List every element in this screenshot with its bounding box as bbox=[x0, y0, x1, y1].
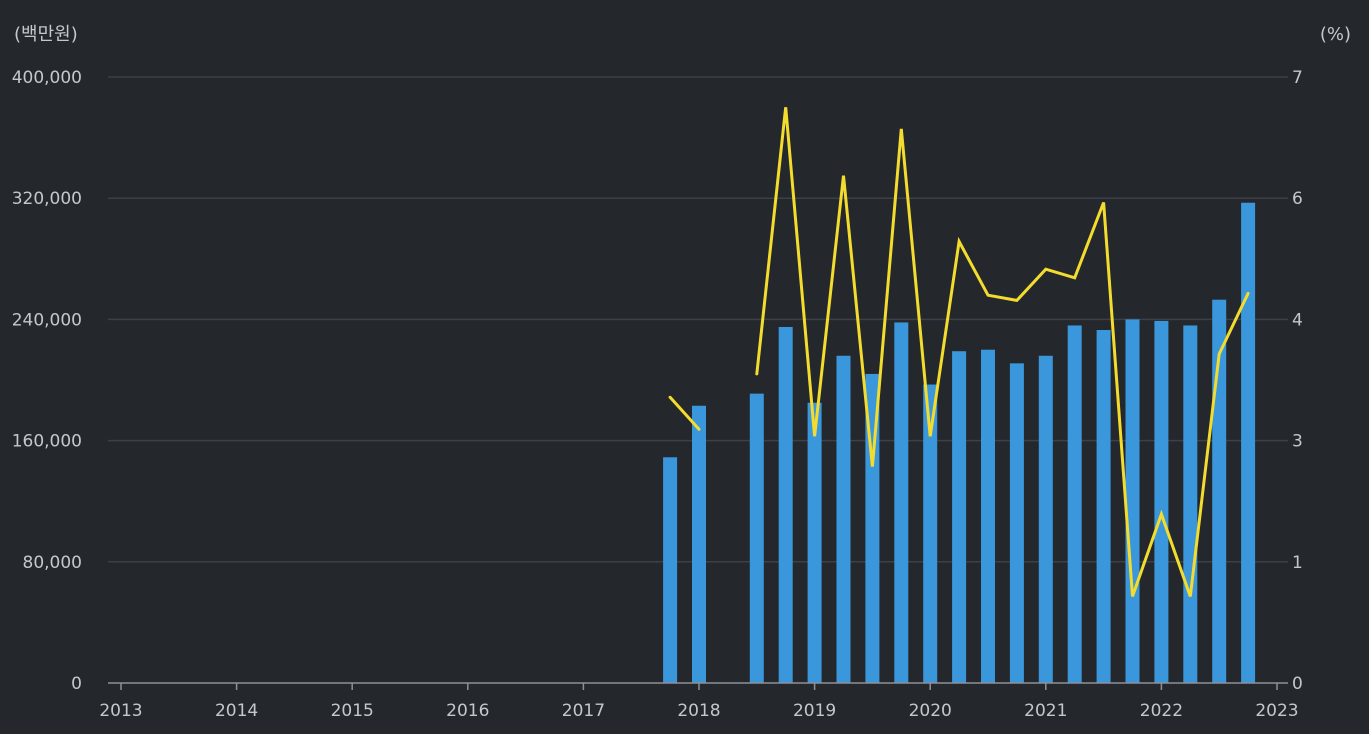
left-tick-label: 240,000 bbox=[12, 310, 82, 330]
bar bbox=[865, 373, 880, 683]
x-tick-label: 2019 bbox=[793, 701, 836, 721]
right-tick-label: 7 bbox=[1292, 68, 1303, 88]
x-tick-label: 2018 bbox=[677, 701, 720, 721]
x-tick-label: 2013 bbox=[99, 701, 142, 721]
bar bbox=[1154, 320, 1169, 683]
right-tick-label: 6 bbox=[1292, 189, 1303, 209]
axes: 0 80,000 160,000 240,000 320,000 400,000 0 1 3 4 6… bbox=[12, 68, 1303, 721]
bar bbox=[952, 351, 967, 683]
right-tick-label: 3 bbox=[1292, 432, 1303, 452]
right-tick-label: 0 bbox=[1292, 674, 1303, 694]
left-axis-unit: (백만원) bbox=[14, 24, 78, 45]
left-tick-label: 400,000 bbox=[12, 68, 82, 88]
bar bbox=[923, 384, 938, 683]
bar bbox=[836, 355, 851, 683]
x-tick-label: 2016 bbox=[446, 701, 489, 721]
bar bbox=[981, 349, 995, 683]
bar bbox=[1038, 355, 1053, 683]
bar bbox=[778, 326, 793, 683]
x-tick-label: 2017 bbox=[562, 701, 605, 721]
bar-series bbox=[663, 202, 1256, 683]
bar bbox=[807, 402, 822, 683]
line-segment bbox=[755, 107, 1250, 597]
bar bbox=[1009, 363, 1024, 683]
bar bbox=[1067, 325, 1082, 683]
line-series bbox=[668, 107, 1250, 597]
bar bbox=[1125, 319, 1140, 683]
bar bbox=[1183, 325, 1198, 683]
x-tick-label: 2022 bbox=[1140, 701, 1183, 721]
bar bbox=[894, 322, 909, 683]
x-tick-label: 2014 bbox=[215, 701, 258, 721]
gridlines bbox=[108, 76, 1288, 563]
left-tick-label: 320,000 bbox=[12, 189, 82, 209]
bar bbox=[692, 405, 706, 683]
left-tick-label: 0 bbox=[71, 674, 82, 694]
x-tick-label: 2020 bbox=[909, 701, 952, 721]
bar bbox=[1241, 202, 1256, 683]
left-tick-label: 80,000 bbox=[23, 553, 82, 573]
line-segment bbox=[668, 395, 701, 431]
right-tick-label: 4 bbox=[1292, 310, 1303, 330]
right-axis-unit: (%) bbox=[1320, 24, 1351, 45]
bar bbox=[749, 393, 764, 683]
right-tick-label: 1 bbox=[1292, 553, 1303, 573]
x-tick-label: 2023 bbox=[1255, 701, 1298, 721]
x-tick-label: 2021 bbox=[1024, 701, 1067, 721]
bar bbox=[1096, 330, 1111, 683]
left-tick-label: 160,000 bbox=[12, 432, 82, 452]
x-tick-label: 2015 bbox=[331, 701, 374, 721]
bar bbox=[663, 457, 678, 683]
